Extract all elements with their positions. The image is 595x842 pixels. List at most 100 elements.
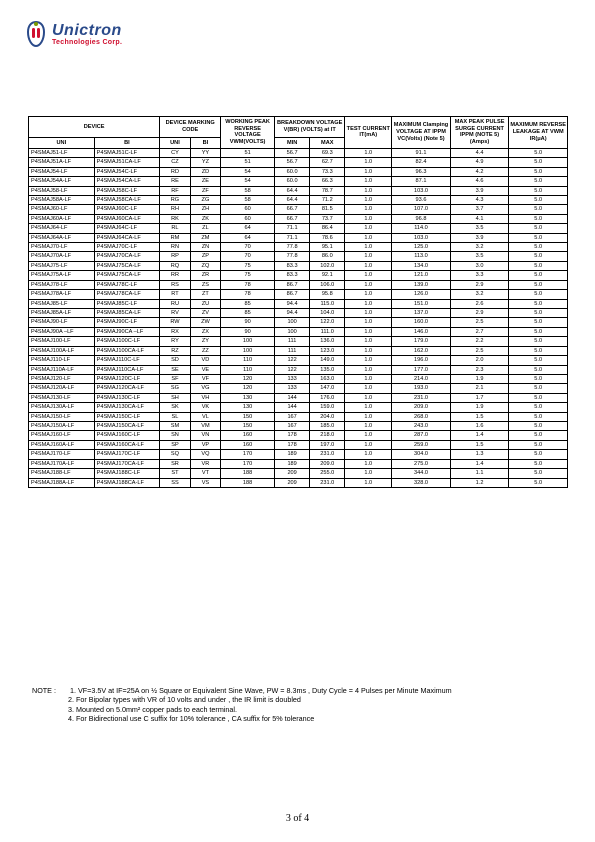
- cell: P4SMAJ70C-LF: [94, 243, 160, 252]
- cell: P4SMAJ130-LF: [29, 393, 95, 402]
- table-row: P4SMAJ85-LFP4SMAJ85C-LFRUZU8594.4115.01.…: [29, 299, 568, 308]
- cell: P4SMAJ100A-LF: [29, 346, 95, 355]
- cell: 304.0: [392, 450, 451, 459]
- cell: 170: [221, 450, 275, 459]
- cell: P4SMAJ51C-LF: [94, 148, 160, 157]
- cell: 1.5: [450, 412, 509, 421]
- cell: P4SMAJ110CA-LF: [94, 365, 160, 374]
- cell: 5.0: [509, 290, 568, 299]
- cell: P4SMAJ58CA-LF: [94, 195, 160, 204]
- cell: 231.0: [310, 478, 345, 487]
- cell: 2.6: [450, 299, 509, 308]
- cell: 2.9: [450, 280, 509, 289]
- cell: VM: [190, 422, 220, 431]
- cell: P4SMAJ90A –LF: [29, 327, 95, 336]
- cell: P4SMAJ100CA-LF: [94, 346, 160, 355]
- table-row: P4SMAJ188-LFP4SMAJ188C-LFSTVT188209255.0…: [29, 469, 568, 478]
- cell: 56.7: [275, 148, 310, 157]
- cell: 144: [275, 403, 310, 412]
- cell: P4SMAJ150CA-LF: [94, 422, 160, 431]
- hdr-leak: MAXIMUM REVERSE LEAKAGE AT VWM IR(μA): [509, 117, 568, 149]
- cell: RF: [160, 186, 190, 195]
- table-row: P4SMAJ120-LFP4SMAJ120C-LFSFVF120133163.0…: [29, 374, 568, 383]
- cell: 103.0: [392, 233, 451, 242]
- cell: 126.0: [392, 290, 451, 299]
- cell: P4SMAJ160-LF: [29, 431, 95, 440]
- cell: 1.0: [345, 450, 392, 459]
- cell: 135.0: [310, 365, 345, 374]
- cell: 3.5: [450, 252, 509, 261]
- cell: P4SMAJ60-LF: [29, 205, 95, 214]
- cell: 5.0: [509, 450, 568, 459]
- note-1: 1. VF=3.5V at IF=25A on ½ Square or Equi…: [70, 686, 566, 695]
- cell: 147.0: [310, 384, 345, 393]
- cell: 3.5: [450, 224, 509, 233]
- cell: 5.0: [509, 393, 568, 402]
- cell: P4SMAJ51A-LF: [29, 158, 95, 167]
- cell: VG: [190, 384, 220, 393]
- cell: 4.4: [450, 148, 509, 157]
- cell: 66.7: [275, 214, 310, 223]
- table-row: P4SMAJ78A-LFP4SMAJ78CA-LFRTZT7886.795.81…: [29, 290, 568, 299]
- cell: 75: [221, 261, 275, 270]
- table-row: P4SMAJ170A-LFP4SMAJ170CA-LFSRVR170189209…: [29, 459, 568, 468]
- table-row: P4SMAJ100A-LFP4SMAJ100CA-LFRZZZ100111123…: [29, 346, 568, 355]
- cell: P4SMAJ160A-LF: [29, 440, 95, 449]
- hdr-uni1: UNI: [29, 138, 95, 149]
- cell: 62.7: [310, 158, 345, 167]
- hdr-max: MAX: [310, 138, 345, 149]
- table-row: P4SMAJ54A-LFP4SMAJ54CA-LFREZE5460.066.31…: [29, 177, 568, 186]
- table-row: P4SMAJ150A-LFP4SMAJ150CA-LFSMVM150167185…: [29, 422, 568, 431]
- cell: P4SMAJ78A-LF: [29, 290, 95, 299]
- cell: 1.6: [450, 422, 509, 431]
- table-row: P4SMAJ75A-LFP4SMAJ75CA-LFRRZR7583.392.11…: [29, 271, 568, 280]
- notes-label: NOTE :: [32, 686, 68, 695]
- cell: 204.0: [310, 412, 345, 421]
- cell: RX: [160, 327, 190, 336]
- cell: SR: [160, 459, 190, 468]
- cell: 1.4: [450, 431, 509, 440]
- cell: P4SMAJ75A-LF: [29, 271, 95, 280]
- cell: 5.0: [509, 148, 568, 157]
- cell: 77.8: [275, 243, 310, 252]
- cell: 78: [221, 280, 275, 289]
- cell: 218.0: [310, 431, 345, 440]
- cell: 107.0: [392, 205, 451, 214]
- cell: 160: [221, 431, 275, 440]
- cell: ZT: [190, 290, 220, 299]
- cell: 1.0: [345, 195, 392, 204]
- cell: 85: [221, 308, 275, 317]
- cell: 75: [221, 271, 275, 280]
- note-2: 2. For Bipolar types with VR of 10 volts…: [32, 695, 572, 704]
- cell: 1.0: [345, 431, 392, 440]
- cell: SE: [160, 365, 190, 374]
- cell: 91.1: [392, 148, 451, 157]
- cell: 103.0: [392, 186, 451, 195]
- cell: 100: [221, 337, 275, 346]
- cell: 189: [275, 450, 310, 459]
- cell: 1.0: [345, 403, 392, 412]
- cell: 1.0: [345, 214, 392, 223]
- cell: P4SMAJ54A-LF: [29, 177, 95, 186]
- cell: ZG: [190, 195, 220, 204]
- cell: 5.0: [509, 478, 568, 487]
- cell: 73.3: [310, 167, 345, 176]
- cell: 78.7: [310, 186, 345, 195]
- cell: 60.0: [275, 177, 310, 186]
- cell: 102.0: [310, 261, 345, 270]
- cell: 1.0: [345, 337, 392, 346]
- table-row: P4SMAJ100-LFP4SMAJ100C-LFRYZY100111136.0…: [29, 337, 568, 346]
- cell: 5.0: [509, 403, 568, 412]
- hdr-ipp: MAX PEAK PULSE SURGE CURRENT IPPM (NOTE …: [450, 117, 509, 149]
- cell: 1.0: [345, 186, 392, 195]
- cell: VS: [190, 478, 220, 487]
- cell: 1.9: [450, 374, 509, 383]
- cell: 1.0: [345, 280, 392, 289]
- cell: 64: [221, 233, 275, 242]
- cell: 60: [221, 214, 275, 223]
- cell: 150: [221, 412, 275, 421]
- cell: 1.0: [345, 346, 392, 355]
- cell: 133: [275, 384, 310, 393]
- spec-table-wrap: DEVICE DEVICE MARKING CODE WORKING PEAK …: [28, 116, 568, 488]
- cell: 5.0: [509, 261, 568, 270]
